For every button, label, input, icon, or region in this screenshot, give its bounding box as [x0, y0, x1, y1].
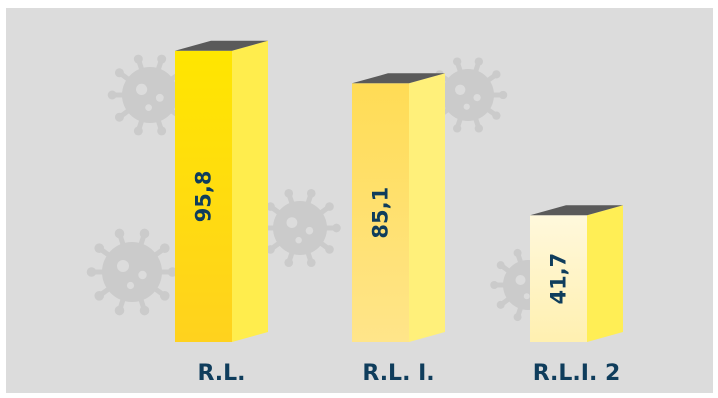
category-label: R.L. I.: [362, 361, 434, 386]
category-label: R.L.I. 2: [533, 361, 621, 386]
bar-top-face: [530, 205, 623, 216]
bar-value-label: 41,7: [547, 253, 571, 305]
bar-side-face: [409, 73, 445, 343]
bar-front-face: [530, 215, 587, 342]
category-label: R.L.: [197, 361, 245, 386]
bar-top-face: [352, 73, 445, 84]
virus-icon: [86, 228, 178, 316]
bar-1: [175, 40, 268, 342]
bar-3: [530, 205, 623, 342]
bar-2: [352, 73, 445, 343]
bar-front-face: [352, 83, 409, 343]
bar-value-label: 95,8: [192, 170, 216, 222]
bar-top-face: [175, 40, 268, 51]
bar-value-label: 85,1: [369, 187, 393, 239]
virus-icon: [259, 189, 341, 267]
bar-front-face: [175, 50, 232, 342]
bar-side-face: [232, 40, 268, 342]
bar-side-face: [587, 205, 623, 342]
